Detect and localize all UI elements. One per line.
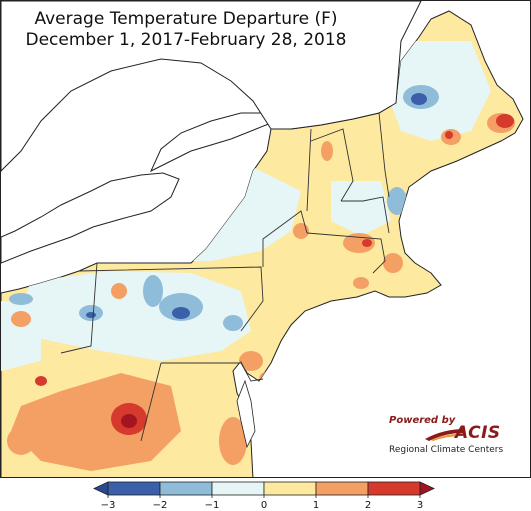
colorbar-tick-label: 1: [313, 500, 319, 511]
map-canvas: [1, 1, 524, 477]
colorbar-legend: −3 −2 −1 0 1 2 3: [93, 481, 435, 511]
colorbar-bin: [367, 481, 421, 496]
map-frame: Average Temperature Departure (F) Decemb…: [0, 0, 531, 478]
title-line-2: December 1, 2017-February 28, 2018: [25, 30, 347, 50]
acis-logo: Powered by ACIS Regional Climate Centers: [385, 415, 513, 457]
logo-acis-name: ACIS: [455, 423, 501, 443]
colorbar-tick-label: 0: [261, 500, 267, 511]
map-title: Average Temperature Departure (F) Decemb…: [1, 9, 371, 51]
state-borders: [60, 112, 390, 442]
colorbar-bin: [159, 481, 213, 496]
colorbar-tick-label: −3: [101, 500, 116, 511]
water-bodies: [1, 1, 422, 449]
colorbar-tick-label: −2: [153, 500, 168, 511]
colorbar-bin: [107, 481, 161, 496]
logo-swoosh-icon: [425, 429, 465, 441]
colorbar-low-arrow: [93, 481, 109, 496]
colorbar-tick-label: 3: [417, 500, 423, 511]
colorbar-tick-label: −1: [205, 500, 220, 511]
colorbar-tick-label: 2: [365, 500, 371, 511]
colorbar-bin: [211, 481, 265, 496]
logo-powered-by: Powered by: [389, 415, 456, 426]
logo-subtitle: Regional Climate Centers: [389, 445, 504, 455]
colorbar-bin: [263, 481, 317, 496]
title-line-1: Average Temperature Departure (F): [34, 9, 338, 29]
colorbar-bin: [315, 481, 369, 496]
colorbar-high-arrow: [419, 481, 435, 496]
